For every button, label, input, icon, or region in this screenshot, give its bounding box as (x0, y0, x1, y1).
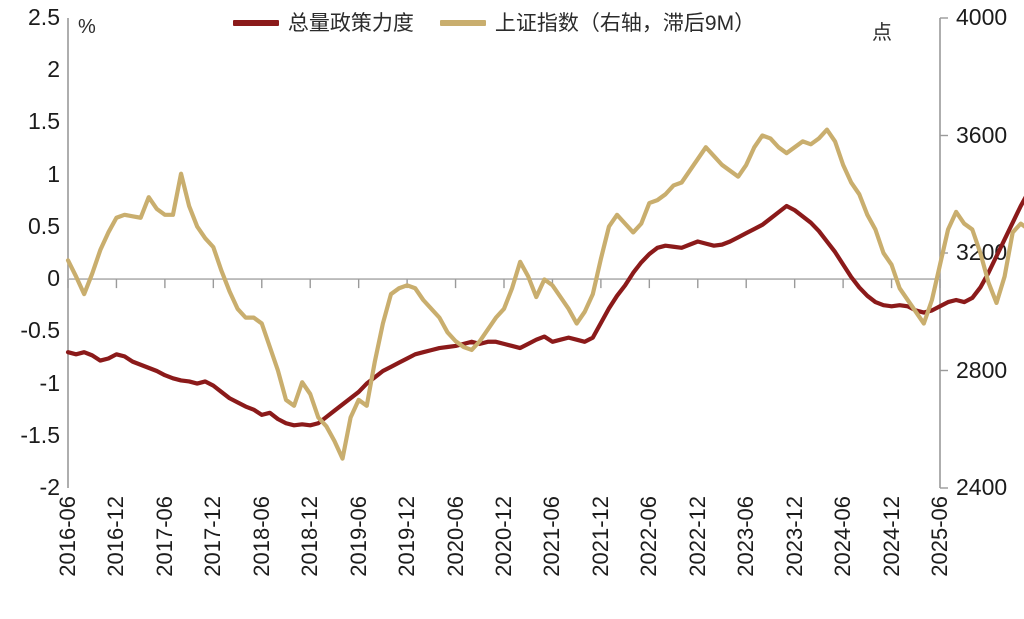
left-axis-tick-label: 0.5 (28, 212, 60, 239)
right-axis-tick-label: 4000 (956, 4, 1008, 30)
axis-layer (67, 17, 948, 489)
left-axis-tick-label: 0 (47, 265, 60, 292)
right-axis-tick-label: 3600 (956, 121, 1008, 148)
left-axis-tick-label: -1.5 (20, 421, 60, 448)
series-layer (65, 127, 1024, 461)
series-line-policy-intensity (65, 195, 1024, 428)
right-axis-tick-label: 2400 (956, 474, 1008, 500)
series-line-sse-composite-index (65, 127, 1024, 461)
left-axis-tick-label: 2.5 (28, 4, 60, 30)
right-axis-unit: 点 (872, 22, 892, 44)
left-axis-tick-label: -2 (39, 474, 60, 500)
left-axis-tick-label: 1.5 (28, 108, 60, 135)
left-axis-tick-label: 2 (47, 56, 60, 83)
left-axis-tick-label: -0.5 (20, 317, 60, 344)
right-axis-tick-label: 2800 (956, 356, 1008, 383)
left-axis-tick-label: 1 (47, 160, 60, 187)
left-axis-tick-label: -1 (39, 369, 60, 396)
left-axis-unit: % (78, 16, 96, 38)
